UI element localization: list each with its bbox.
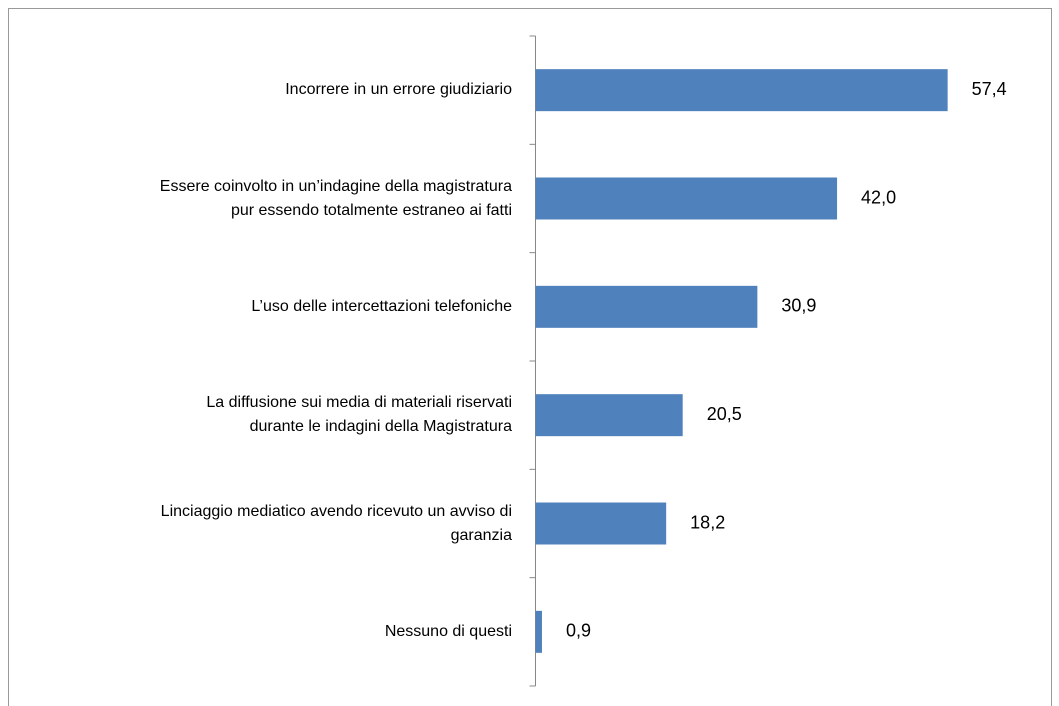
bar: [535, 177, 838, 220]
category-label: Nessuno di questi: [384, 622, 512, 640]
bar: [535, 610, 542, 653]
category-label: La diffusione sui media di materiali ris…: [206, 394, 512, 436]
category-label: Linciaggio mediatico avendo ricevuto un …: [160, 502, 512, 544]
value-label: 0,9: [566, 621, 591, 641]
value-label: 42,0: [861, 187, 896, 207]
value-label: 30,9: [781, 296, 816, 316]
category-label: L’uso delle intercettazioni telefoniche: [251, 297, 512, 315]
bar: [535, 69, 948, 112]
bar: [535, 285, 758, 328]
bar: [535, 394, 683, 437]
value-label: 20,5: [707, 404, 742, 424]
value-label: 57,4: [972, 79, 1007, 99]
chart-border: [8, 8, 1052, 706]
bar: [535, 502, 667, 545]
category-label: Incorrere in un errore giudiziario: [285, 81, 512, 99]
value-label: 18,2: [690, 512, 725, 532]
category-label: Essere coinvolto in un’indagine della ma…: [159, 177, 512, 219]
